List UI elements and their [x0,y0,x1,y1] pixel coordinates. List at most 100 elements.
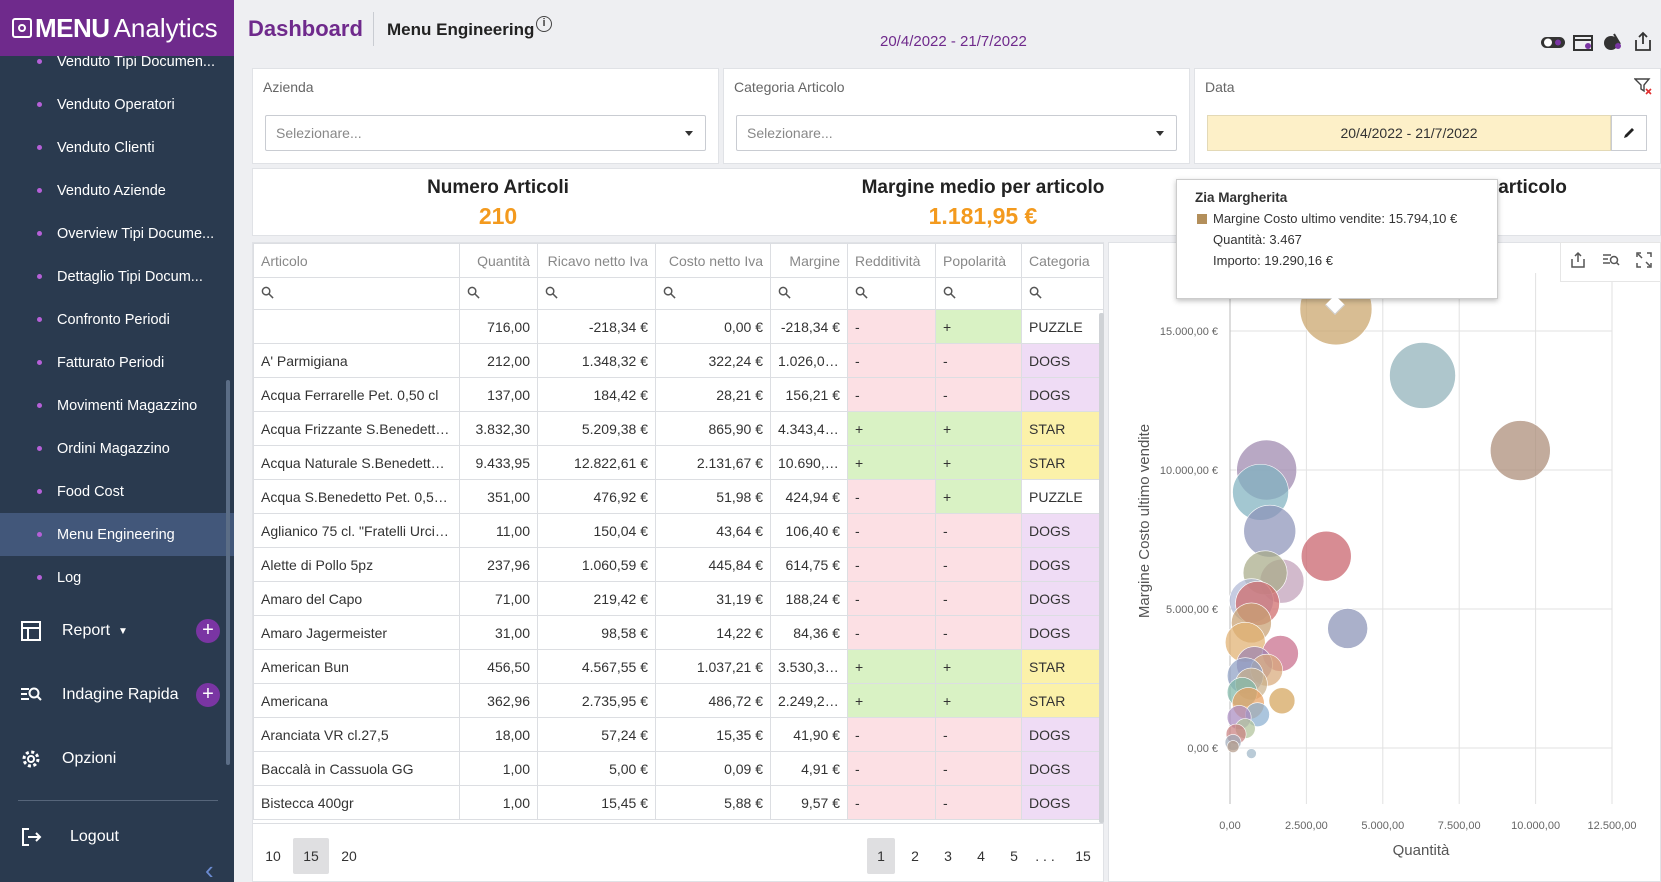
sidebar-section-label: Opzioni [62,750,117,767]
sidebar-item-confronto-periodi[interactable]: Confronto Periodi [0,298,234,341]
column-search-input[interactable] [1021,277,1104,310]
column-search-input[interactable] [770,277,848,310]
table-row[interactable]: Bistecca 400gr 1,00 15,45 €5,88 €9,57 € - - D… [253,785,1104,820]
page-title: Menu Engineering [387,20,535,39]
share-icon[interactable] [1630,30,1656,54]
table-row[interactable]: Americana 362,96 2.735,95 €486,72 €2.249,2… [253,683,1104,718]
bubble-point[interactable] [1389,342,1456,409]
bubble-point[interactable] [1226,740,1240,753]
table-row[interactable]: American Bun 456,50 4.567,55 €1.037,21 €3.… [253,649,1104,684]
sidebar-item-venduto-clienti[interactable]: Venduto Clienti [0,126,234,169]
table-row[interactable]: Acqua Ferrarelle Pet. 0,50 cl 137,00 184,4… [253,377,1104,412]
column-search-input[interactable] [935,277,1022,310]
page-1[interactable]: 1 [867,838,895,874]
bubble-point[interactable] [1300,530,1352,582]
logout-button[interactable]: Logout [0,815,234,859]
table-row[interactable]: Acqua Frizzante S.Benedetto ... 3.832,30 5… [253,411,1104,446]
column-search-input[interactable] [537,277,656,310]
table-row[interactable]: Amaro Jagermeister 31,00 98,58 €14,22 €84,… [253,615,1104,650]
sidebar-scrollbar[interactable] [226,380,230,765]
table-row[interactable]: Alette di Pollo 5pz 237,96 1.060,59 €445,8… [253,547,1104,582]
table-cell: Acqua Naturale S.Benedetto ... [253,445,460,480]
table-row[interactable]: A' Parmigiana 212,00 1.348,32 €322,24 €1.0… [253,343,1104,378]
sidebar-item-overview-tipi-documenti[interactable]: Overview Tipi Docume... [0,212,234,255]
column-header-ricavo[interactable]: Ricavo netto Iva [537,243,656,278]
table-cell: 476,92 € [537,479,656,514]
sidebar-item-venduto-aziende[interactable]: Venduto Aziende [0,169,234,212]
table-row[interactable]: Baccalà in Cassuola GG 1,00 5,00 €0,09 €4,… [253,751,1104,786]
export-icon[interactable] [1569,251,1587,274]
sidebar-item-food-cost[interactable]: Food Cost [0,470,234,513]
sidebar-item-movimenti-magazzino[interactable]: Movimenti Magazzino [0,384,234,427]
bubble-point[interactable] [1268,687,1296,715]
column-search-input[interactable] [253,277,460,310]
table-row[interactable]: Aranciata VR cl.27,5 18,00 57,24 €15,35 €4… [253,717,1104,752]
column-search-input[interactable] [847,277,936,310]
info-icon[interactable]: i [536,16,552,32]
table-row[interactable]: Aglianico 75 cl. "Fratelli Urciu... 11,00… [253,513,1104,548]
grid-scrollbar[interactable] [1099,313,1104,823]
y-tick-label: 10.000,00 € [1160,465,1218,477]
sidebar-section-opzioni[interactable]: Opzioni [0,727,234,791]
page-section-title[interactable]: Dashboard [248,16,363,41]
y-tick-label: 15.000,00 € [1160,326,1218,338]
calendar-icon[interactable] [1570,30,1596,54]
column-search-input[interactable] [655,277,771,310]
bubble-point[interactable] [1490,420,1551,481]
table-cell: DOGS [1021,343,1104,378]
toggle-icon[interactable] [1540,30,1566,54]
column-search-input[interactable] [459,277,538,310]
sidebar-section-indagine-rapida[interactable]: Indagine Rapida + [0,663,234,727]
table-row[interactable]: Amaro del Capo 71,00 219,42 €31,19 €188,24… [253,581,1104,616]
table-row[interactable]: 716,00 -218,34 €0,00 € -218,34 € - + PUZZLE [253,309,1104,344]
page-size-10[interactable]: 10 [265,848,281,864]
add-indagine-button[interactable]: + [196,683,220,707]
bubble-point[interactable] [1246,748,1257,759]
sidebar-item-log[interactable]: Log [0,556,234,599]
column-header-redditivita[interactable]: Redditività [847,243,936,278]
column-header-articolo[interactable]: Articolo [253,243,460,278]
fullscreen-icon[interactable] [1636,251,1652,273]
column-header-costo[interactable]: Costo netto Iva [655,243,771,278]
bubble-point[interactable] [1327,608,1368,649]
table-cell: 15,35 € [655,717,771,752]
y-axis-title: Margine Costo ultimo vendite [1136,424,1153,618]
column-header-categoria[interactable]: Categoria [1021,243,1104,278]
column-header-popolarita[interactable]: Popolarità [935,243,1022,278]
bubble-point[interactable] [1243,504,1297,558]
page-3[interactable]: 3 [944,848,952,864]
page-5[interactable]: 5 [1010,848,1018,864]
date-range-input[interactable]: 20/4/2022 - 21/7/2022 [1207,115,1611,151]
page-last[interactable]: 15 [1075,848,1091,864]
table-cell: 51,98 € [655,479,771,514]
zoom-icon[interactable] [1602,251,1621,274]
collapse-sidebar-icon[interactable]: ‹ [205,855,214,882]
page-size-15[interactable]: 15 [293,838,329,874]
table-row[interactable]: Acqua Naturale S.Benedetto ... 9.433,95 12… [253,445,1104,480]
sidebar-item-venduto-operatori[interactable]: Venduto Operatori [0,83,234,126]
sidebar-item-ordini-magazzino[interactable]: Ordini Magazzino [0,427,234,470]
search-icon [261,286,274,299]
column-header-quantita[interactable]: Quantità [459,243,538,278]
sidebar-item-fatturato-periodi[interactable]: Fatturato Periodi [0,341,234,384]
sidebar-item-menu-engineering[interactable]: Menu Engineering [0,513,234,556]
page-size-20[interactable]: 20 [341,848,357,864]
table-cell: Acqua S.Benedetto Pet. 0,50 cl [253,479,460,514]
sidebar-item-dettaglio-tipi-documenti[interactable]: Dettaglio Tipi Docum... [0,255,234,298]
page-2[interactable]: 2 [911,848,919,864]
bullet-icon [37,403,42,408]
edit-date-button[interactable] [1611,115,1647,151]
sidebar-section-report[interactable]: Report ▼ + [0,599,234,663]
categoria-select[interactable]: Selezionare... [736,115,1177,151]
bubble-chart[interactable]: 0,00 2.500,00 5.000,00 7.500,00 10.000,00 12.… [1109,243,1661,882]
page-4[interactable]: 4 [977,848,985,864]
theme-icon[interactable] [1600,30,1626,54]
clear-filter-icon[interactable] [1633,77,1652,95]
table-cell: 188,24 € [770,581,848,616]
table-row[interactable]: Acqua S.Benedetto Pet. 0,50 cl 351,00 476,… [253,479,1104,514]
sidebar-item-venduto-tipi-documenti[interactable]: Venduto Tipi Documen... [0,40,234,83]
add-report-button[interactable]: + [196,619,220,643]
azienda-select[interactable]: Selezionare... [265,115,706,151]
table-cell: DOGS [1021,377,1104,412]
column-header-margine[interactable]: Margine [770,243,848,278]
